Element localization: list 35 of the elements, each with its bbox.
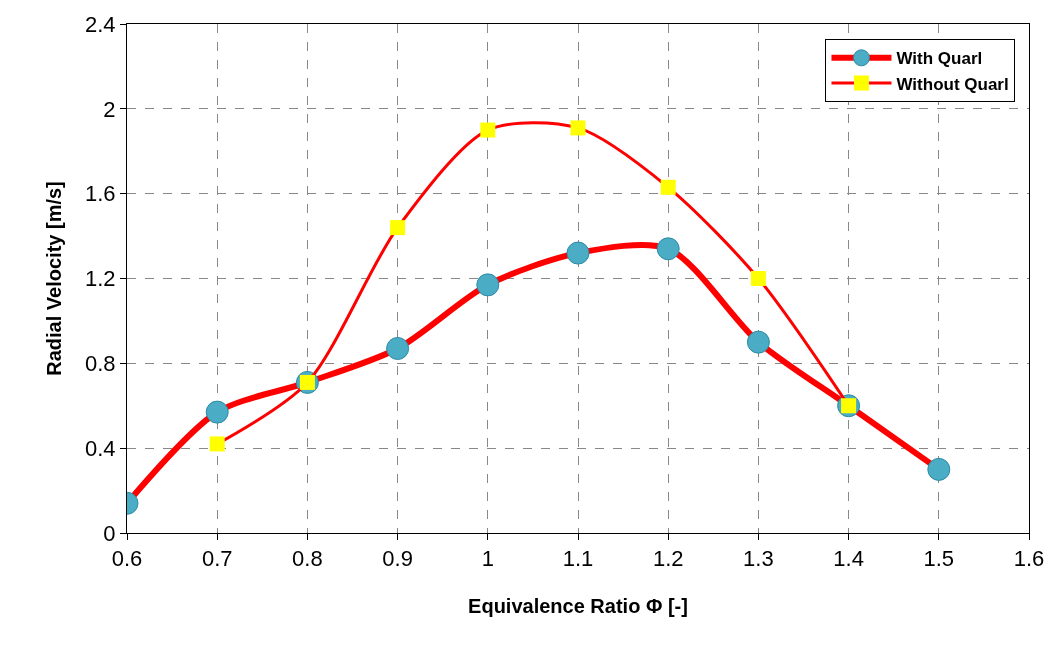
point xyxy=(656,237,680,261)
point xyxy=(386,336,410,360)
x-tick-label: 1.6 xyxy=(1013,546,1045,572)
point xyxy=(566,241,590,265)
y-tick-label: 0.4 xyxy=(85,435,116,461)
x-tick-label: 0.6 xyxy=(111,546,143,572)
point xyxy=(205,400,229,424)
x-tick-label: 1.2 xyxy=(652,546,684,572)
y-tick-label: 2 xyxy=(103,96,116,122)
point xyxy=(927,457,951,481)
x-tick-label: 1.1 xyxy=(562,546,594,572)
y-tick-label: 2.4 xyxy=(85,11,116,37)
x-tick-label: 1.4 xyxy=(833,546,864,572)
point xyxy=(480,122,496,138)
y-axis-title: Radial Velocity [m/s] xyxy=(42,181,65,376)
x-tick-label: 1.5 xyxy=(923,546,955,572)
y-tick-label: 0.8 xyxy=(85,351,116,377)
x-tick-label: 1 xyxy=(481,546,494,572)
legend-label: With Quarl xyxy=(896,49,983,69)
point xyxy=(390,220,406,236)
x-tick-label: 0.7 xyxy=(201,546,233,572)
point xyxy=(570,120,586,136)
legend-label: Without Quarl xyxy=(896,74,1009,94)
y-tick-label: 0 xyxy=(103,520,116,546)
x-tick-label: 1.3 xyxy=(743,546,774,572)
y-tick-label: 1.6 xyxy=(85,181,116,207)
point xyxy=(476,273,500,297)
point xyxy=(660,179,676,195)
x-tick-label: 0.9 xyxy=(382,546,413,572)
x-tick-label: 0.8 xyxy=(292,546,323,572)
x-axis-title: Equivalence Ratio Φ [-] xyxy=(468,594,688,617)
point xyxy=(209,436,225,452)
y-tick-label: 1.2 xyxy=(85,266,116,292)
point xyxy=(750,271,766,286)
point xyxy=(746,330,770,354)
